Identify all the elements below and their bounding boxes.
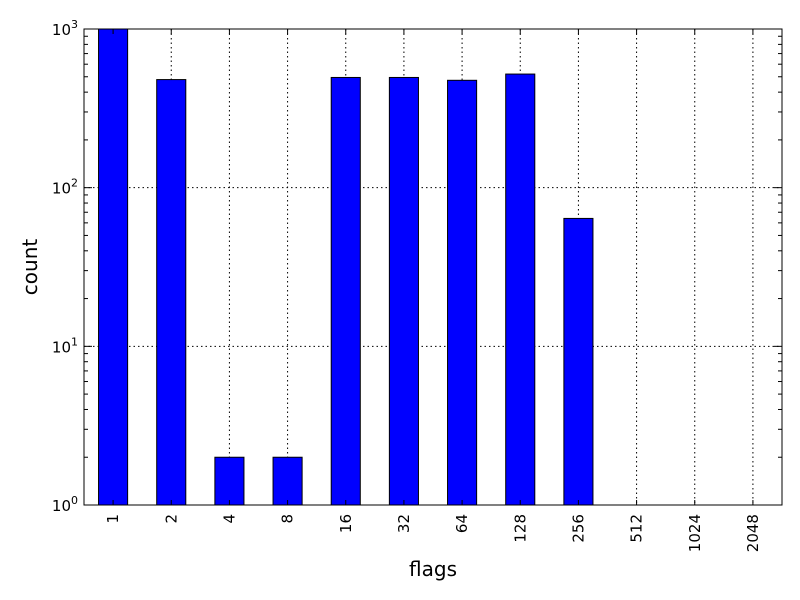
x-tick-label: 256 xyxy=(569,514,587,543)
bar-256 xyxy=(563,217,594,506)
y-tick-label: 102 xyxy=(52,177,78,198)
x-tick-label: 16 xyxy=(337,514,355,533)
grid xyxy=(84,28,782,506)
x-tick-label: 64 xyxy=(453,514,471,533)
x-axis-label: flags xyxy=(409,557,457,581)
ticks xyxy=(84,28,782,506)
bar-2 xyxy=(156,79,187,506)
x-tick-label: 512 xyxy=(628,514,646,543)
y-tick-label: 101 xyxy=(52,335,78,356)
y-axis-label: count xyxy=(18,239,42,296)
bar-8 xyxy=(272,456,303,506)
x-tick-label: 1024 xyxy=(686,514,704,552)
bar-16 xyxy=(330,76,361,506)
x-tick-label: 1 xyxy=(104,514,122,524)
y-tick-label: 103 xyxy=(52,18,78,39)
bars xyxy=(98,28,594,506)
bar-64 xyxy=(447,79,478,506)
x-tick-labels: 1 2 4 8 16 32 64 128 256 512 1024 2048 xyxy=(104,514,762,552)
bar-4 xyxy=(214,456,245,506)
bar-128 xyxy=(505,73,536,506)
x-tick-label: 32 xyxy=(395,514,413,533)
bar-32 xyxy=(388,76,419,506)
x-tick-label: 2048 xyxy=(744,514,762,552)
bar-1 xyxy=(98,28,129,506)
x-tick-label: 4 xyxy=(220,514,238,524)
x-tick-label: 2 xyxy=(162,514,180,524)
plot-frame xyxy=(83,28,783,506)
x-tick-label: 8 xyxy=(279,514,297,524)
y-tick-labels: 100 101 102 103 xyxy=(52,18,78,515)
y-tick-label: 100 xyxy=(52,494,78,515)
x-tick-label: 128 xyxy=(511,514,529,543)
